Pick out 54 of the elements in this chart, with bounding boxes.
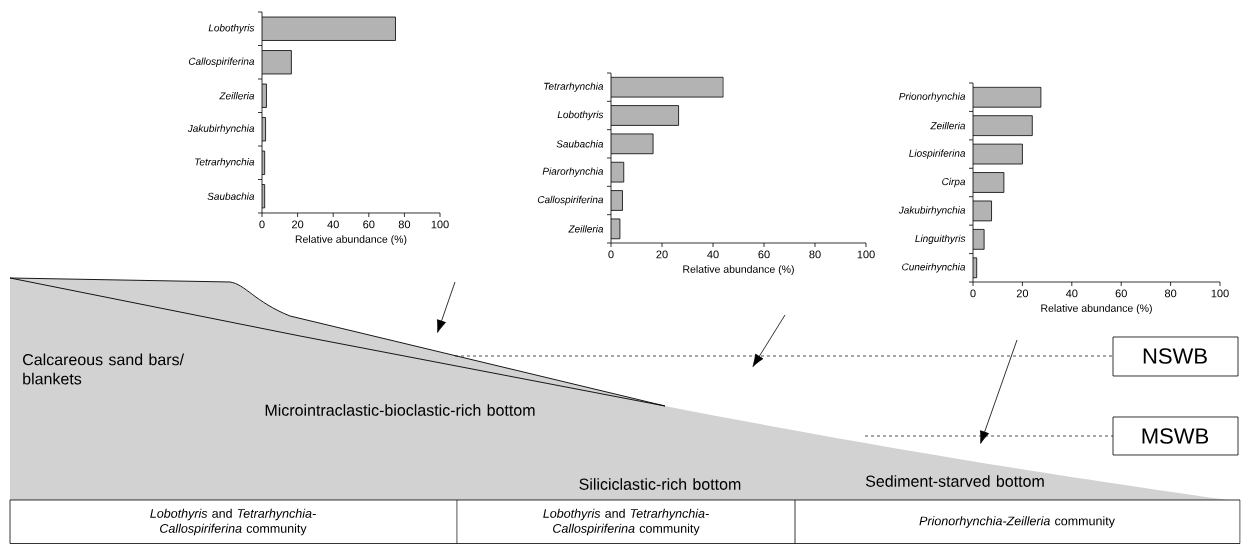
- y-tick-label: Lobothyris: [208, 24, 255, 34]
- text: Sediment-starved bottom: [865, 475, 1044, 487]
- x-tick-label: 100: [431, 220, 449, 229]
- text: Siliciclastic-rich bottom: [579, 478, 741, 490]
- y-tick-label: Liospiriferina: [909, 149, 966, 159]
- y-tick-label: Callospiriferina: [537, 195, 604, 206]
- y-tick-label: Zeilleria: [930, 121, 966, 130]
- text: Lobothyris and Tetrarhynchia-Callospiriferina community: [150, 508, 316, 536]
- x-tick-label: 20: [1016, 289, 1029, 298]
- y-tick-label: Cirpa: [942, 177, 966, 188]
- bar: [611, 76, 724, 98]
- x-tick-label: 20: [292, 220, 304, 229]
- y-tick-label: Prionorhynchia: [899, 92, 966, 102]
- x-tick-label: 100: [1211, 289, 1229, 298]
- y-tick-label: Callospiriferina: [188, 57, 255, 67]
- y-tick-label: Cuneirhynchia: [902, 263, 966, 273]
- text: Lobothyris and Tetrarhynchia-Callospiriferina community: [543, 508, 709, 536]
- y-tick-label: Tetrarhynchia: [195, 158, 255, 168]
- y-tick-label: Lobothyris: [557, 110, 604, 121]
- x-tick-label: 40: [707, 250, 719, 259]
- text: Microintraclastic-bioclastic-rich bottom: [265, 404, 535, 416]
- bar: [973, 86, 1042, 108]
- x-tick-label: 0: [970, 289, 976, 298]
- x-tick-label: 60: [758, 250, 770, 259]
- y-tick-label: Piarorhynchia: [542, 167, 604, 177]
- x-tick-label: 0: [259, 220, 265, 229]
- y-tick-label: Zeilleria: [568, 225, 604, 233]
- y-tick-label: Saubachia: [207, 192, 255, 200]
- x-tick-label: 40: [1065, 289, 1078, 298]
- text: Calcareous sand bars/ blankets: [23, 353, 185, 385]
- y-tick-label: Saubachia: [556, 140, 604, 148]
- y-tick-label: Jakubirhynchia: [187, 124, 255, 134]
- x-axis-title: Relative abundance (%): [1041, 304, 1152, 314]
- x-tick-label: 40: [327, 220, 339, 229]
- x-axis-title: Relative abundance (%): [295, 235, 407, 245]
- bar: [611, 105, 679, 126]
- x-tick-label: 20: [656, 250, 668, 259]
- x-axis-title: Relative abundance (%): [683, 265, 794, 275]
- x-tick-label: 0: [608, 250, 614, 259]
- y-tick-label: Zeilleria: [219, 92, 255, 100]
- x-tick-label: 80: [809, 250, 821, 259]
- bar: [973, 172, 1005, 193]
- x-tick-label: 80: [398, 220, 411, 229]
- y-tick-label: Linguithyris: [915, 234, 966, 245]
- x-tick-label: 80: [1164, 289, 1177, 298]
- x-tick-label: 60: [363, 220, 375, 229]
- y-tick-label: Jakubirhynchia: [898, 206, 966, 216]
- bar: [973, 115, 1033, 136]
- x-tick-label: 100: [857, 250, 875, 259]
- x-tick-label: 60: [1115, 289, 1127, 298]
- text: Prionorhynchia-Zeilleria community: [919, 516, 1115, 528]
- text: MSWB: [1142, 428, 1209, 444]
- y-tick-label: Tetrarhynchia: [544, 82, 604, 92]
- text: NSWB: [1143, 348, 1207, 364]
